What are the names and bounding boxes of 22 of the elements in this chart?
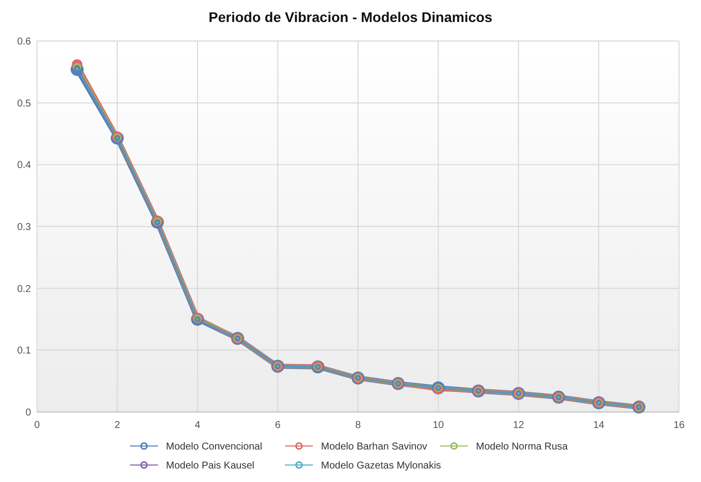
- chart-title: Periodo de Vibracion - Modelos Dinamicos: [208, 9, 493, 25]
- x-tick-label: 2: [114, 420, 120, 431]
- x-tick-label: 8: [355, 420, 362, 431]
- x-tick-label: 4: [194, 420, 201, 431]
- y-tick-label: 0.3: [17, 222, 32, 233]
- x-tick-label: 6: [274, 420, 281, 431]
- legend-label: Modelo Gazetas Mylonakis: [321, 460, 442, 472]
- y-tick-label: 0.2: [17, 284, 32, 295]
- legend-label: Modelo Pais Kausel: [166, 460, 254, 472]
- x-tick-label: 10: [432, 420, 444, 431]
- x-tick-label: 0: [34, 420, 40, 431]
- x-tick-label: 12: [512, 420, 524, 431]
- x-tick-label: 14: [593, 420, 605, 431]
- y-tick-label: 0.4: [17, 160, 32, 172]
- y-tick-label: 0.6: [17, 36, 32, 48]
- y-tick-label: 0: [25, 408, 32, 418]
- y-tick-label: 0.5: [17, 98, 32, 110]
- legend-label: Modelo Convencional: [166, 442, 262, 452]
- legend-label: Modelo Barhan Savinov: [321, 442, 428, 452]
- y-tick-label: 0.1: [17, 346, 32, 357]
- x-tick-label: 16: [673, 420, 685, 431]
- legend-label: Modelo Norma Rusa: [476, 442, 568, 452]
